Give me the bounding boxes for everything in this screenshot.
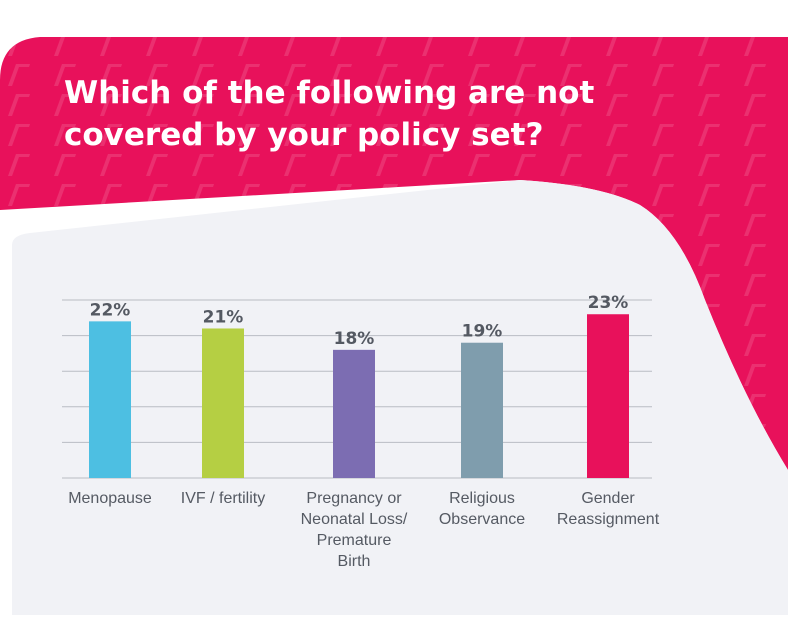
bar bbox=[461, 342, 503, 478]
category-label: Religious Observance bbox=[438, 490, 526, 528]
bar bbox=[202, 328, 244, 478]
chart-panel bbox=[12, 180, 788, 615]
category-label: Gender Reassignment bbox=[556, 490, 660, 528]
data-label: 19% bbox=[462, 322, 503, 342]
data-label: 22% bbox=[90, 300, 131, 320]
category-label: IVF / fertility bbox=[180, 490, 266, 507]
data-label: 21% bbox=[203, 307, 244, 327]
data-label: 18% bbox=[334, 329, 375, 349]
bar bbox=[333, 349, 375, 478]
page-title: Which of the following are not covered b… bbox=[64, 75, 595, 153]
category-label: Menopause bbox=[68, 490, 152, 507]
bar bbox=[89, 321, 131, 478]
data-label: 23% bbox=[588, 293, 629, 313]
pink-banner bbox=[0, 37, 788, 470]
category-label: Pregnancy or Neonatal Loss/ Premature Bi… bbox=[300, 490, 408, 570]
bar bbox=[587, 314, 629, 478]
